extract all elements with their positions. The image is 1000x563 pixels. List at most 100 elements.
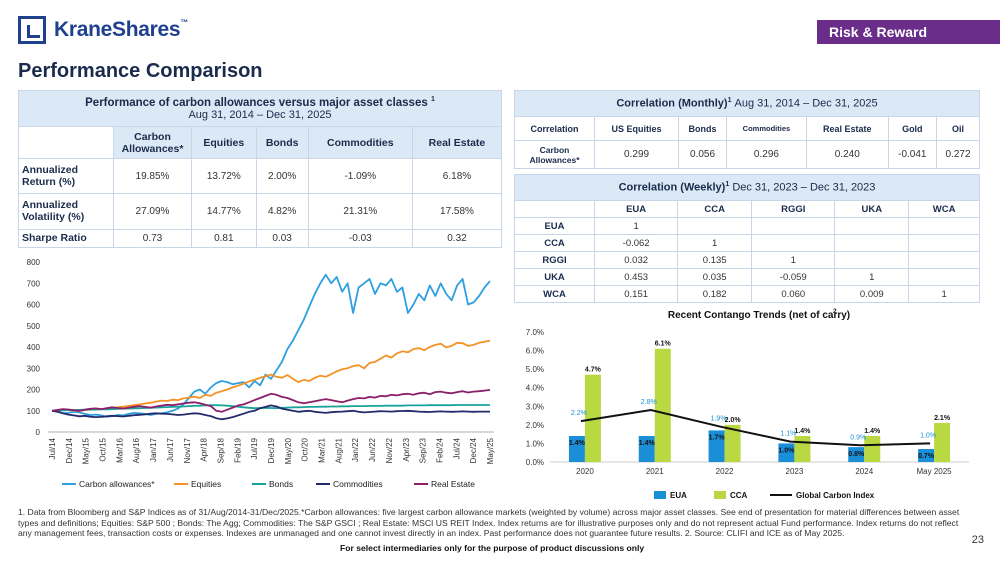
page-title: Performance Comparison [18,60,263,82]
brand-logo: KraneShares™ [18,16,188,44]
legend-swatch [654,491,666,499]
y-tick-label: 800 [27,258,41,267]
table-row: Annualized Volatility (%) 27.09% 14.77% … [18,193,503,230]
x-tick-label: May/15 [82,437,91,464]
table-row: RGGI 0.032 0.135 1 [514,251,980,269]
x-tick-label: 2024 [855,467,873,476]
x-tick-label: Mar/21 [318,437,327,462]
performance-table: Performance of carbon allowances versus … [18,90,503,249]
bar-eua [848,447,865,462]
bar-eua [918,449,935,462]
x-tick-label: May/25 [486,437,495,464]
x-tick-label: 2020 [576,467,594,476]
table-row: UKA 0.453 0.035 -0.059 1 [514,268,980,286]
legend-label: Commodities [333,479,383,489]
x-tick-label: Mar/16 [115,437,124,462]
x-tick-label: Jul/14 [48,437,57,459]
perf-corner-cell [18,126,114,159]
x-tick-label: Sep/18 [216,437,225,463]
eua-data-label: 0.7% [918,453,935,460]
gci-data-label: 1.0% [920,432,936,439]
table-row: EUA 1 [514,217,980,235]
corr-col-header: UKA [834,200,910,218]
kraneshares-logo-icon [18,16,46,44]
bar-cca [794,436,811,462]
x-tick-label: 2022 [716,467,734,476]
perf-col-header: Bonds [255,126,309,159]
x-tick-label: Jun/17 [166,437,175,462]
series-line-real-estate [51,389,491,413]
series-line-global-carbon-index [580,408,931,447]
legend-label: Global Carbon Index [796,491,875,500]
bar-eua [708,430,725,462]
cca-data-label: 6.1% [655,341,672,348]
x-tick-label: May 2025 [917,467,953,476]
y-tick-label: 5.0% [526,365,544,374]
x-tick-label: Aug/21 [334,437,343,463]
x-tick-label: Dec/14 [65,437,74,463]
corr-col-header: Gold [887,116,938,141]
x-tick-label: Sep/23 [419,437,428,463]
x-tick-label: Jan/22 [351,437,360,462]
corr-col-header: CCA [677,200,753,218]
footnote: 1. Data from Bloomberg and S&P Indices a… [18,507,960,539]
corr-col-header: RGGI [751,200,836,218]
correlation-weekly-table: Correlation (Weekly)1 Dec 31, 2023 – Dec… [514,174,980,303]
cca-data-label: 4.7% [585,367,602,374]
x-tick-label: Aug/16 [132,437,141,463]
x-tick-label: Dec/19 [267,437,276,463]
y-tick-label: 6.0% [526,347,544,356]
y-tick-label: 7.0% [526,328,544,337]
bar-eua [778,443,795,462]
legend-label: Equities [191,479,221,489]
series-line-carbon-allowances- [51,273,491,418]
performance-table-header: Performance of carbon allowances versus … [18,90,502,127]
y-tick-label: 0.0% [526,458,544,467]
bar-cca [724,424,741,462]
gci-data-label: 0.9% [850,434,866,441]
correlation-weekly-header: Correlation (Weekly)1 Dec 31, 2023 – Dec… [514,174,980,201]
y-tick-label: 0 [36,428,41,437]
perf-col-header: Real Estate [411,126,503,159]
gci-data-label: 1.9% [711,416,727,423]
x-tick-label: Oct/20 [301,437,310,461]
bar-cca [654,348,671,462]
table-row: Sharpe Ratio 0.73 0.81 0.03 -0.03 0.32 [18,228,503,249]
corr-col-header: Oil [936,116,980,141]
series-line-equities [51,339,491,412]
eua-data-label: 1.7% [709,434,726,441]
y-tick-label: 1.0% [526,439,544,448]
table-row: Annualized Return (%) 19.85% 13.72% 2.00… [18,157,503,195]
y-tick-label: 3.0% [526,402,544,411]
gci-data-label: 2.8% [641,399,657,406]
corr-col-header: EUA [593,200,679,218]
x-tick-label: Jan/17 [149,437,158,462]
y-tick-label: 4.0% [526,384,544,393]
bar-cca [934,423,951,462]
performance-line-chart: 0 100 200 300 400 500 600 700 800 Jul/14 Dec/14 May… [27,258,495,489]
corr-col-header: Real Estate [805,116,889,141]
cca-data-label: 1.4% [794,428,811,435]
y-tick-label: 500 [27,322,41,331]
x-tick-label: May/20 [284,437,293,464]
disclaimer: For select intermediaries only for the p… [340,543,645,553]
x-tick-label: Nov/17 [183,437,192,463]
legend-label: Bonds [269,479,293,489]
perf-col-header: Carbon Allowances* [113,126,192,159]
gci-data-label: 1.1% [780,431,796,438]
legend-label: Carbon allowances* [79,479,155,489]
x-tick-label: Apr/18 [200,437,209,461]
y-tick-label: 400 [27,343,41,352]
x-tick-label: 2023 [786,467,804,476]
bar-eua [638,436,655,462]
perf-col-header: Equities [191,126,257,159]
x-tick-label: Feb/19 [233,437,242,462]
x-tick-label: Dec/24 [469,437,478,463]
series-line-commodities [51,404,490,421]
gci-data-label: 2.2% [571,410,587,417]
bar-eua [568,436,585,462]
y-tick-label: 100 [27,407,41,416]
brand-name: KraneShares™ [54,18,188,41]
y-tick-label: 200 [27,386,41,395]
x-tick-label: Feb/24 [435,437,444,462]
